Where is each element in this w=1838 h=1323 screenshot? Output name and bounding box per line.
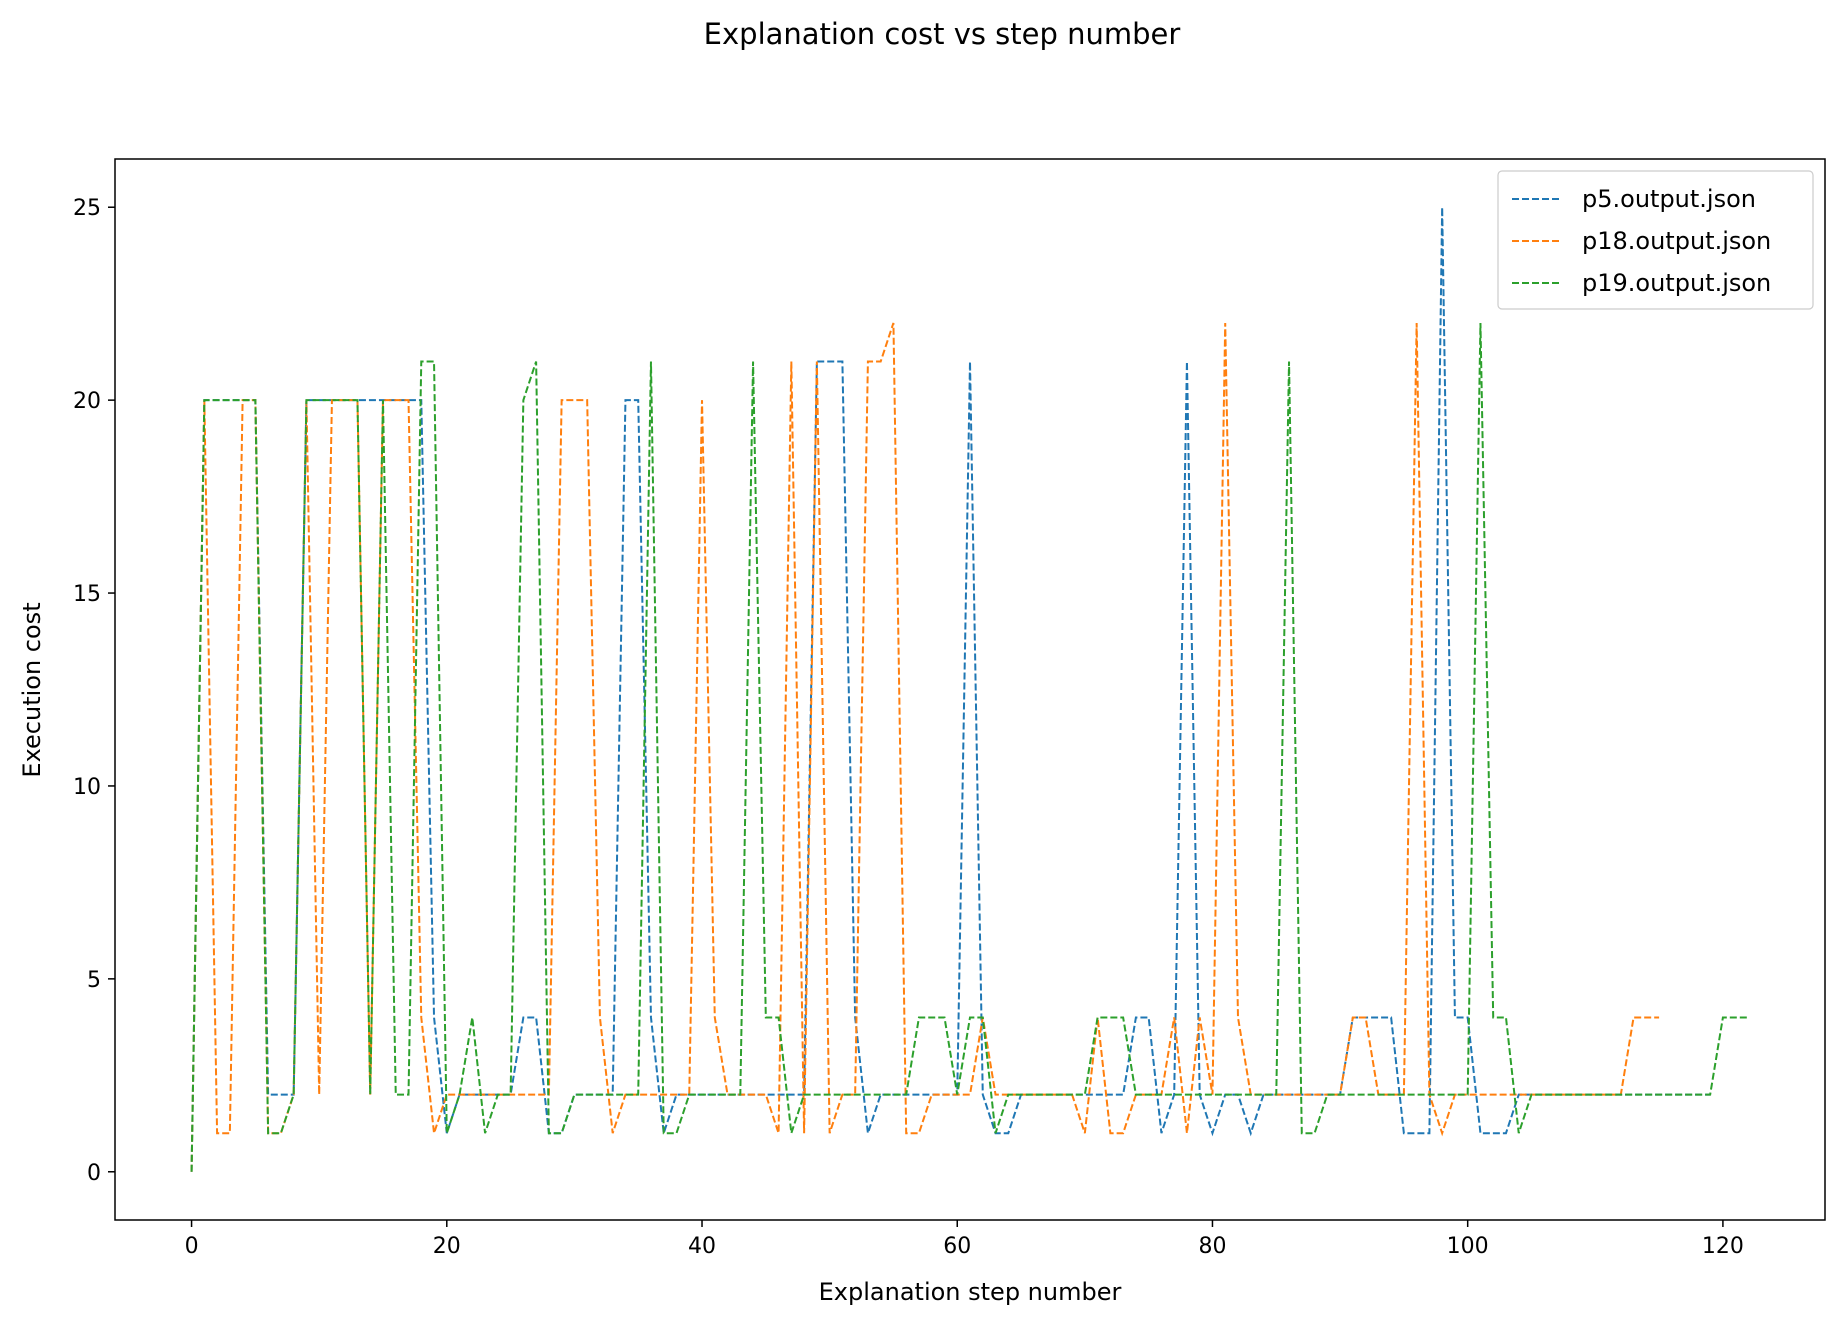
x-tick-label: 80 bbox=[1198, 1234, 1226, 1259]
y-axis: 0 5 10 15 20 25 bbox=[73, 196, 115, 1186]
x-tick-label: 0 bbox=[185, 1234, 199, 1259]
x-tick-label: 100 bbox=[1447, 1234, 1489, 1259]
y-tick-label: 15 bbox=[73, 582, 101, 607]
y-tick-label: 5 bbox=[87, 968, 101, 993]
x-tick-label: 60 bbox=[943, 1234, 971, 1259]
legend-label: p19.output.json bbox=[1582, 269, 1771, 297]
legend-label: p5.output.json bbox=[1582, 185, 1756, 213]
series-line-3 bbox=[190, 322, 1749, 1172]
legend-box bbox=[1497, 170, 1814, 310]
y-tick-label: 0 bbox=[87, 1161, 101, 1186]
axes-frame bbox=[114, 158, 1826, 1221]
series-line-2 bbox=[190, 322, 1660, 1172]
legend-label: p18.output.json bbox=[1582, 227, 1771, 255]
series-line-1 bbox=[190, 207, 1711, 1172]
y-axis-label: Execution cost bbox=[18, 602, 46, 777]
x-tick-label: 20 bbox=[433, 1234, 461, 1259]
y-tick-label: 25 bbox=[73, 196, 101, 221]
x-tick-label: 120 bbox=[1702, 1234, 1744, 1259]
y-tick-label: 10 bbox=[73, 775, 101, 800]
x-axis-label: Explanation step number bbox=[819, 1278, 1122, 1306]
plot-area bbox=[190, 207, 1749, 1172]
x-axis: 0 20 40 60 80 100 120 bbox=[185, 1220, 1744, 1259]
legend: p5.output.json p18.output.json p19.output.… bbox=[1497, 170, 1814, 310]
y-tick-label: 20 bbox=[73, 389, 101, 414]
chart-title: Explanation cost vs step number bbox=[704, 17, 1181, 51]
x-tick-label: 40 bbox=[688, 1234, 716, 1259]
